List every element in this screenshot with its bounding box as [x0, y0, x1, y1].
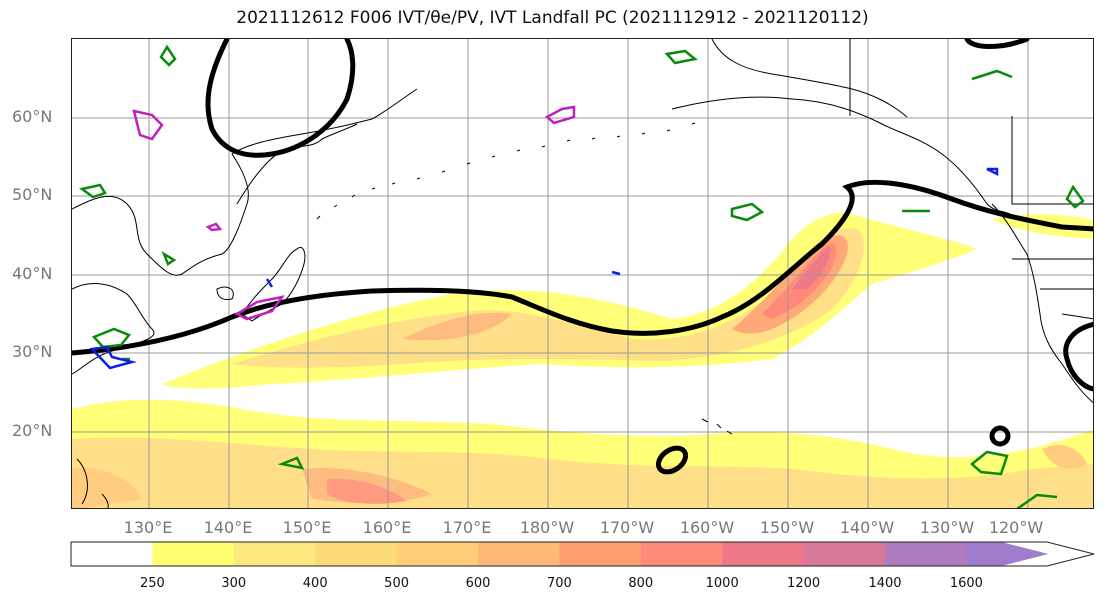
- colorbar-cell: [396, 542, 479, 566]
- lat-label-30n: 30°N: [12, 342, 53, 361]
- colorbar-cell: [152, 542, 235, 566]
- ivt-shading: [72, 212, 1093, 508]
- colorbar-cell: [640, 542, 723, 566]
- map-canvas: [72, 39, 1093, 508]
- colorbar-tick-label: 500: [384, 576, 410, 591]
- lon-label-170w: 170°W: [599, 518, 655, 537]
- colorbar-cell: [885, 542, 967, 566]
- colorbar-outline: [70, 541, 1095, 567]
- colorbar: [70, 541, 1095, 567]
- colorbar-cell: [71, 542, 153, 566]
- colorbar-tick-label: 250: [139, 576, 165, 591]
- colorbar-cell: [233, 542, 316, 566]
- lon-label-120w: 120°W: [988, 518, 1044, 537]
- colorbar-tick-label: 800: [628, 576, 654, 591]
- map-frame: [71, 38, 1094, 509]
- lon-label-130w: 130°W: [919, 518, 975, 537]
- colorbar-cell: [722, 542, 805, 566]
- pv-green-contours: [79, 44, 1085, 508]
- colorbar-cell: [478, 542, 560, 566]
- colorbar-cells: [71, 542, 1049, 566]
- coastlines: [72, 39, 1093, 508]
- lon-label-160w: 160°W: [679, 518, 735, 537]
- lon-label-160e: 160°E: [362, 518, 412, 537]
- colorbar-tick-label: 300: [221, 576, 247, 591]
- lon-label-170e: 170°E: [442, 518, 492, 537]
- colorbar-tick-label: 1400: [868, 576, 902, 591]
- colorbar-tick-label: 1200: [787, 576, 821, 591]
- colorbar-tick-label: 1000: [705, 576, 739, 591]
- lon-label-130e: 130°E: [123, 518, 173, 537]
- colorbar-tick-label: 1600: [949, 576, 983, 591]
- lon-label-140w: 140°W: [839, 518, 895, 537]
- colorbar-cell: [559, 542, 642, 566]
- pv-blue-contours: [89, 167, 999, 370]
- map-title: 2021112612 F006 IVT/θe/PV, IVT Landfall …: [236, 8, 869, 28]
- lat-label-20n: 20°N: [12, 421, 53, 440]
- colorbar-tick-label: 600: [465, 576, 491, 591]
- pv-magenta-contours: [132, 105, 576, 321]
- lon-label-180w: 180°W: [519, 518, 575, 537]
- lat-label-40n: 40°N: [12, 264, 53, 283]
- colorbar-cell: [966, 542, 1049, 566]
- colorbar-cell: [315, 542, 398, 566]
- colorbar-cell: [803, 542, 886, 566]
- colorbar-tick-label: 700: [546, 576, 572, 591]
- lon-label-150e: 150°E: [282, 518, 332, 537]
- lat-label-50n: 50°N: [12, 185, 53, 204]
- lon-label-140e: 140°E: [203, 518, 253, 537]
- lon-label-150w: 150°W: [759, 518, 815, 537]
- lat-label-60n: 60°N: [12, 107, 53, 126]
- colorbar-tick-label: 400: [302, 576, 328, 591]
